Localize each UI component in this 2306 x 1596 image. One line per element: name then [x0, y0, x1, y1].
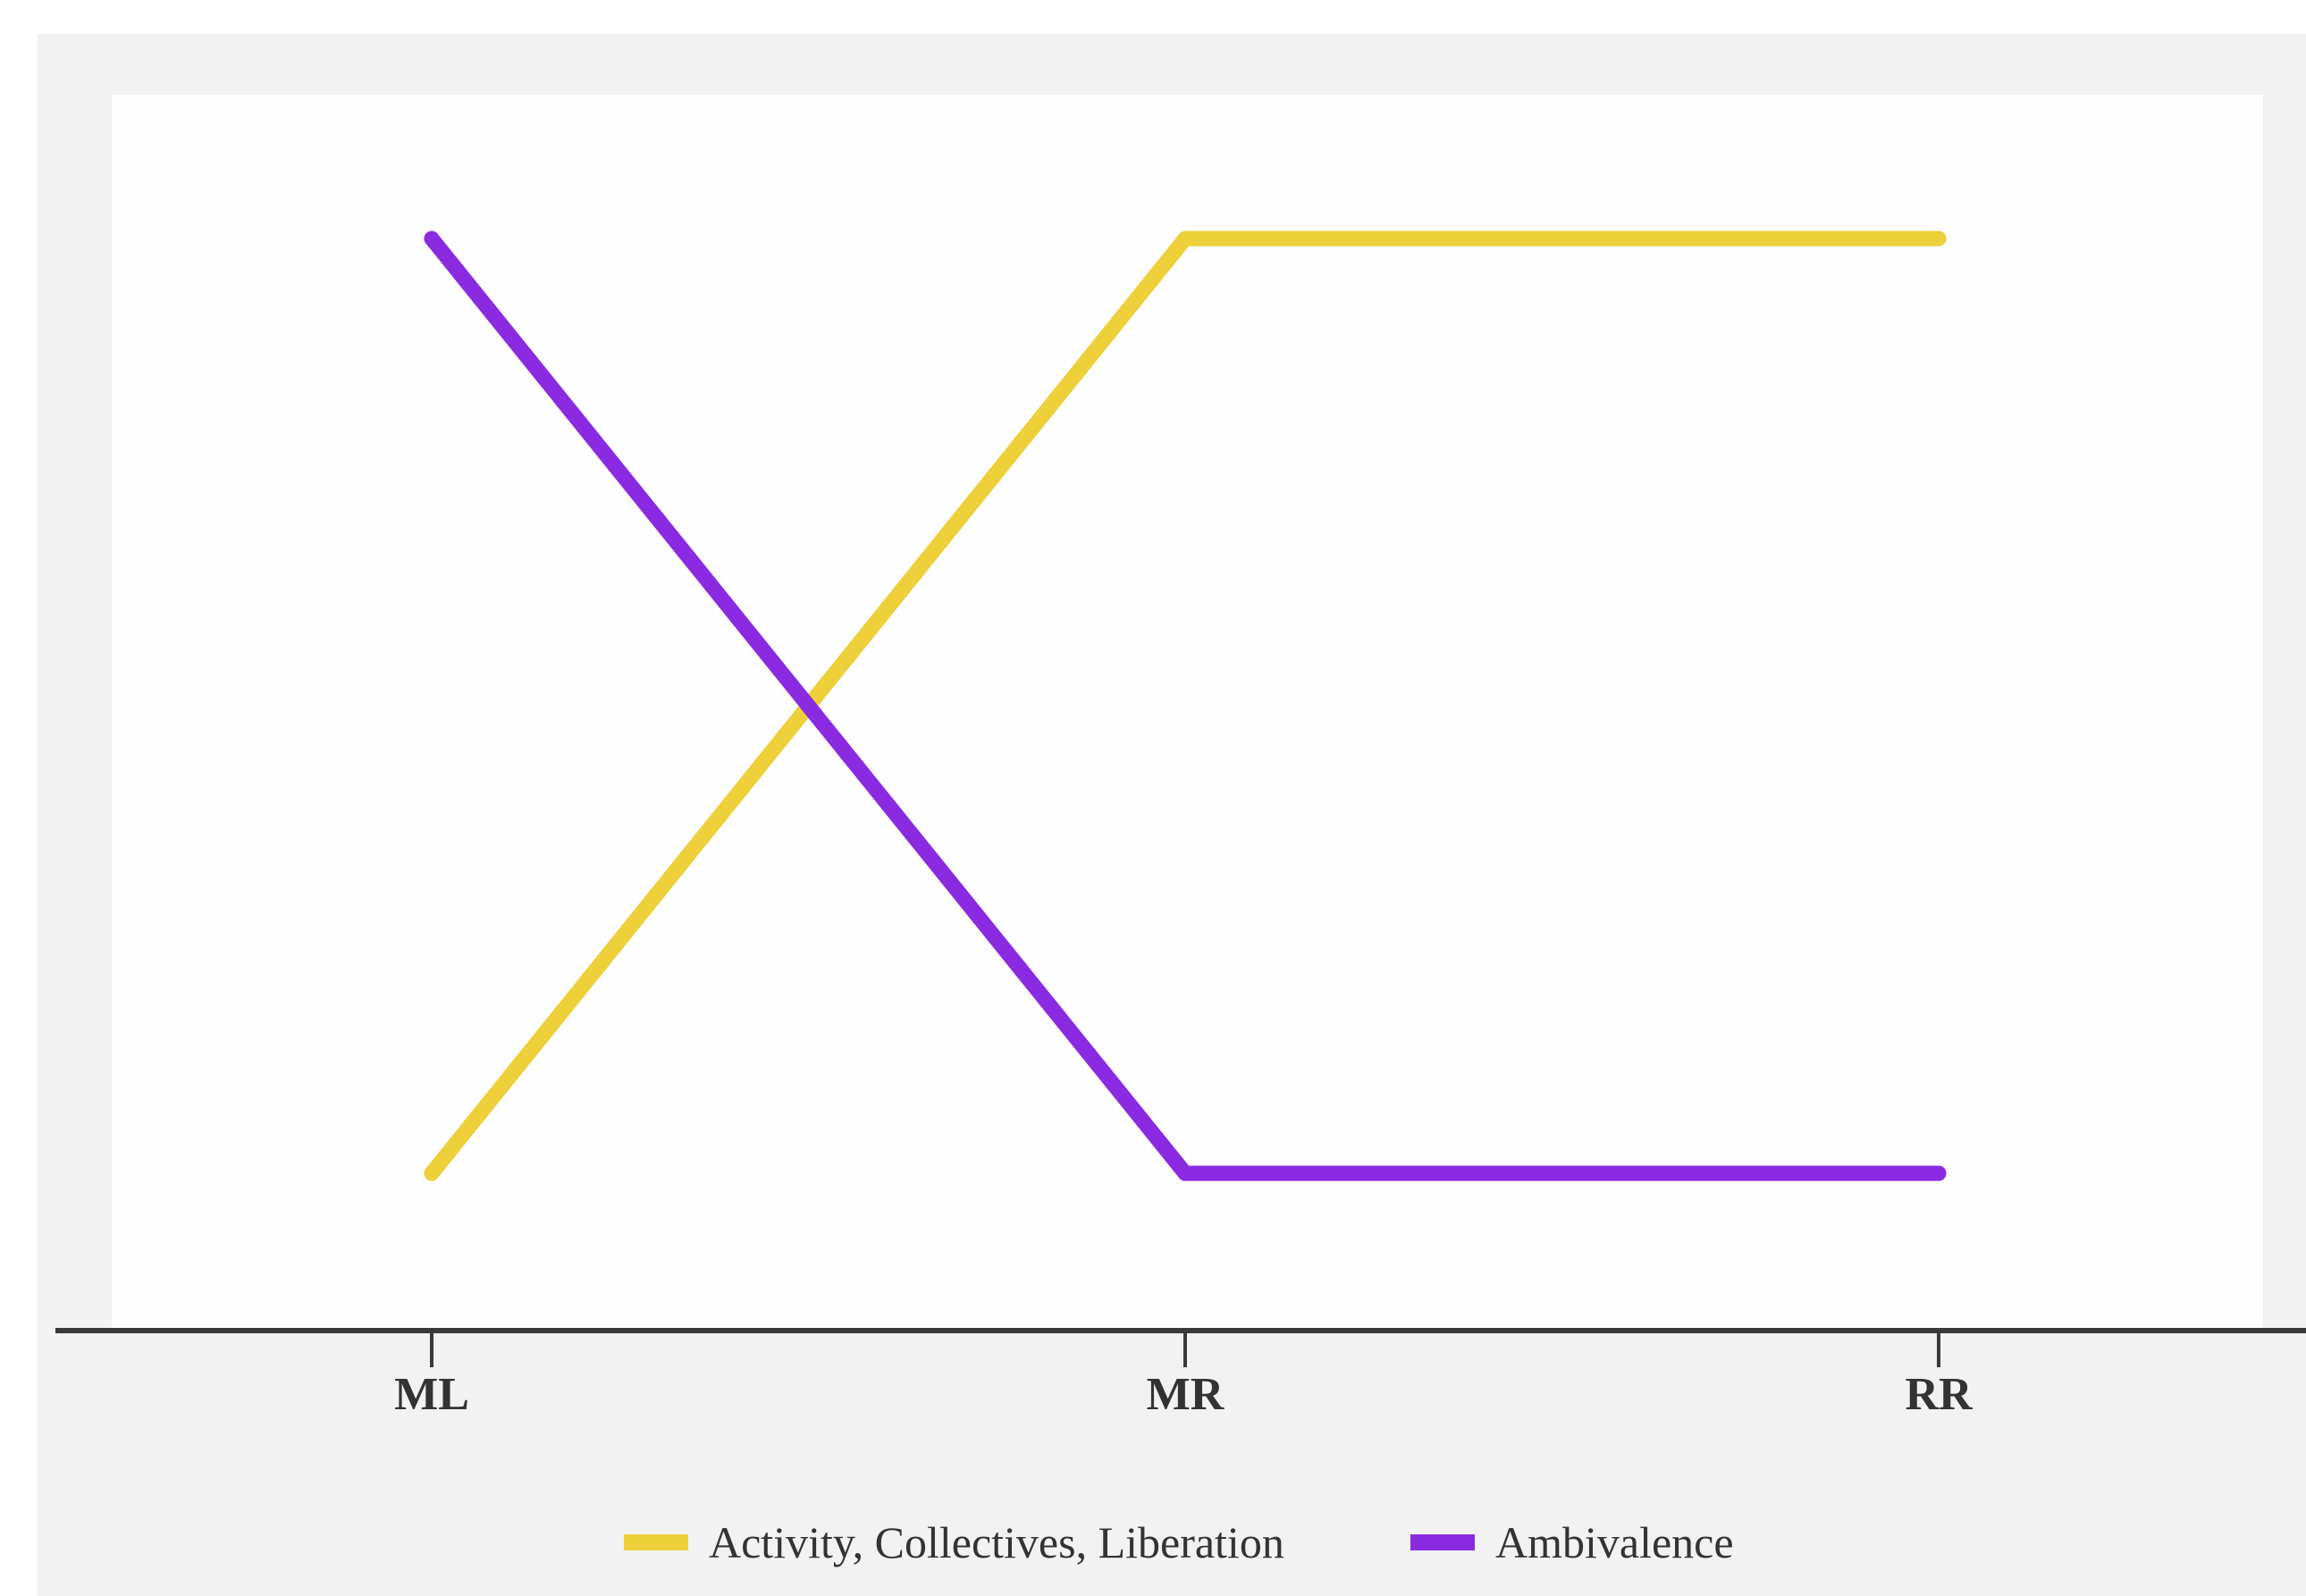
series-1-point-rr: [1931, 231, 1947, 247]
legend-label-1: Activity, Collectives, Liberation: [709, 1517, 1284, 1567]
series-1-point-mr: [1177, 231, 1193, 247]
series-layer: [424, 231, 1947, 1181]
series-2-point-ml: [424, 231, 440, 247]
legend: Activity, Collectives, Liberation Ambival…: [624, 1517, 1734, 1567]
legend-swatch-2: [1410, 1534, 1475, 1550]
series-2-point-mr: [1177, 1165, 1193, 1181]
x-tick-label-rr: RR: [1905, 1369, 1974, 1420]
series-1-point-ml: [424, 1165, 440, 1181]
legend-label-2: Ambivalence: [1495, 1517, 1734, 1567]
x-tick-label-ml: ML: [394, 1369, 469, 1420]
legend-swatch-1: [624, 1534, 688, 1550]
x-tick-label-mr: MR: [1147, 1369, 1225, 1420]
series-2-point-rr: [1931, 1165, 1947, 1181]
x-axis-ticks: ML MR RR: [394, 1331, 1974, 1420]
plot-area: [112, 95, 2263, 1328]
